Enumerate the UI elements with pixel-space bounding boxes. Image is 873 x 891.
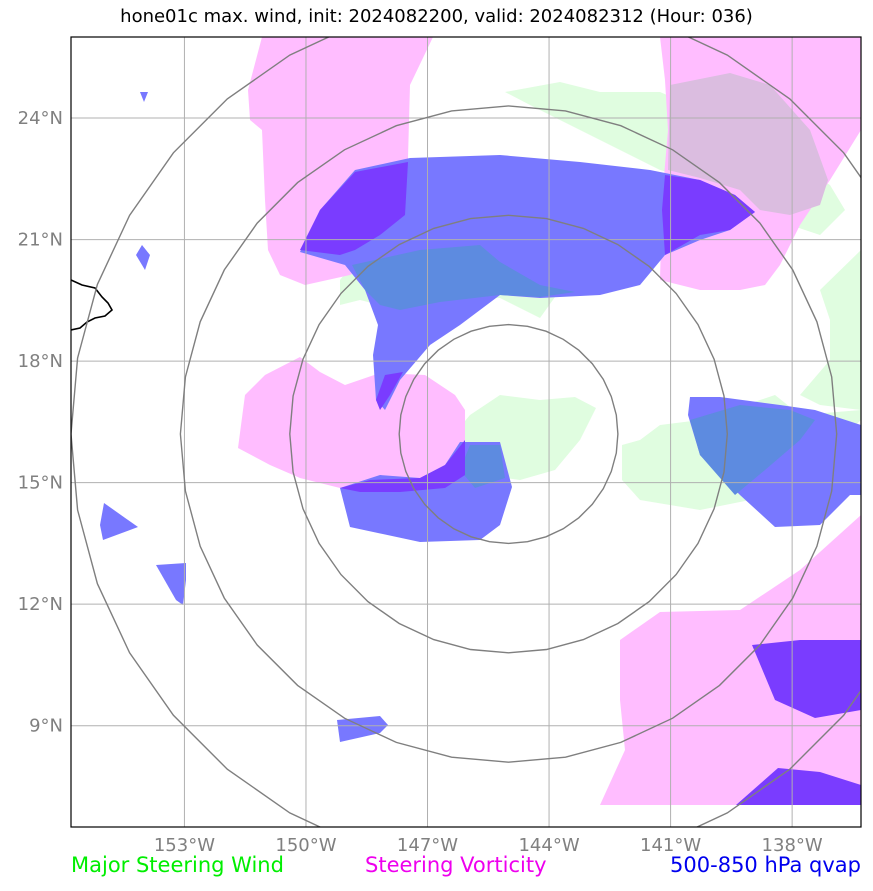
qvap-strong-area: [300, 162, 408, 255]
qvap-strong-area: [376, 372, 403, 410]
lon-tick-label: 150°W: [275, 835, 336, 856]
qvap-strong-area: [736, 768, 861, 805]
legend-steering-vorticity: Steering Vorticity: [365, 853, 547, 877]
lat-tick-label: 24°N: [18, 108, 63, 129]
map-title: hone01c max. wind, init: 2024082200, val…: [120, 6, 753, 27]
range-ring: [179, 105, 838, 763]
vorticity-wind-overlap: [668, 73, 828, 215]
range-rings: [71, 37, 861, 827]
qvap-strong-area: [752, 640, 861, 718]
range-ring: [289, 214, 728, 654]
qvap-area: [100, 503, 138, 540]
qvap-wind-overlap: [352, 245, 815, 495]
qvap-area: [156, 563, 186, 605]
lon-tick-label: 144°W: [518, 835, 579, 856]
gridlines: [71, 37, 861, 827]
coastline: [71, 279, 114, 331]
range-ring: [71, 37, 861, 827]
steering-vorticity-area: [238, 357, 465, 488]
qvap-area: [140, 92, 148, 102]
lat-tick-label: 9°N: [29, 716, 63, 737]
qvap-strong-area: [340, 440, 465, 492]
lat-tick-label: 18°N: [18, 351, 63, 372]
lon-tick-label: 147°W: [397, 835, 458, 856]
qvap-area: [136, 245, 150, 270]
map-frame: [70, 36, 862, 828]
lon-tick-label: 138°W: [762, 835, 823, 856]
steering-wind-area: [445, 395, 596, 480]
lat-tick-label: 12°N: [18, 594, 63, 615]
qvap-area: [337, 716, 388, 742]
lon-tick-label: 153°W: [154, 835, 215, 856]
axis-ticks: 153°W 150°W 147°W 144°W 141°W 138°W 9°N 12°N 15°…: [18, 108, 823, 856]
range-ring: [398, 323, 619, 545]
qvap-wind-overlap-area: [460, 445, 505, 488]
qvap-wind-overlap-area: [690, 405, 815, 495]
steering-vorticity-area: [600, 515, 861, 805]
lon-tick-label: 141°W: [640, 835, 701, 856]
lat-tick-label: 21°N: [18, 230, 63, 251]
legend-qvap: 500-850 hPa qvap: [670, 853, 861, 877]
legend-steering-wind: Major Steering Wind: [71, 853, 284, 877]
lat-tick-label: 15°N: [18, 473, 63, 494]
qvap-wind-overlap-area: [352, 245, 575, 310]
